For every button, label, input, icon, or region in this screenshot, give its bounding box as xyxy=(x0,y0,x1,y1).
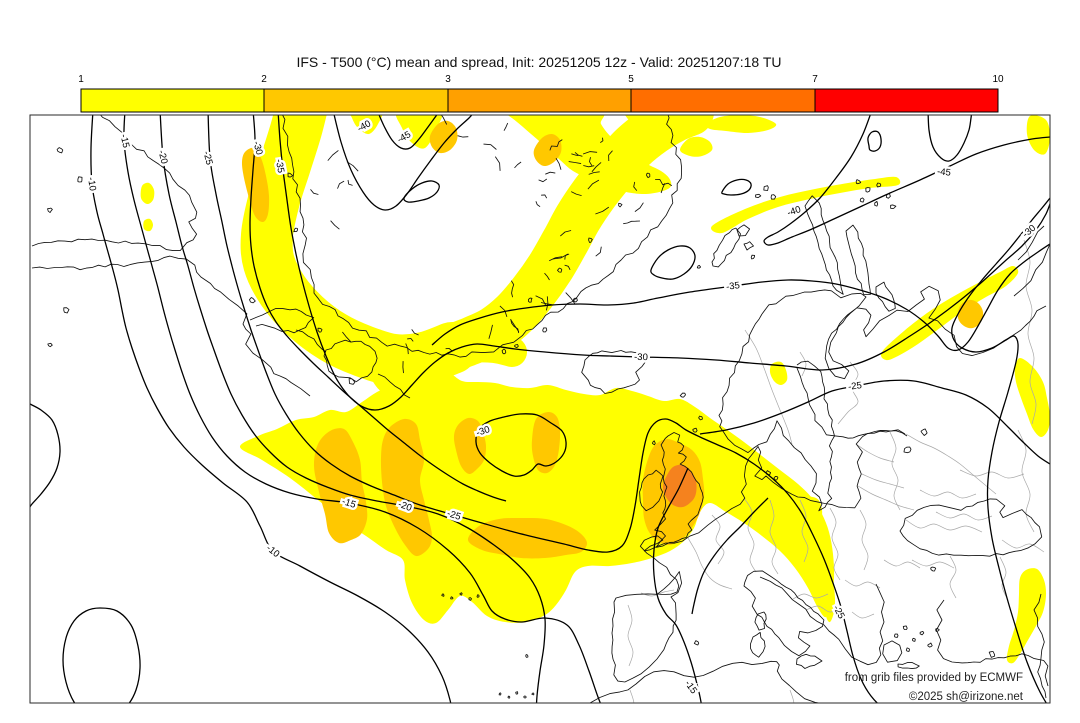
svg-text:1: 1 xyxy=(78,74,84,85)
svg-text:-25: -25 xyxy=(848,380,863,393)
svg-text:-25: -25 xyxy=(446,508,462,523)
svg-text:IFS - T500 (°C) mean and sprea: IFS - T500 (°C) mean and spread, Init: 2… xyxy=(296,54,781,70)
svg-text:-30: -30 xyxy=(634,352,648,363)
svg-text:-10: -10 xyxy=(85,177,98,192)
svg-text:©2025 sh@irizone.net: ©2025 sh@irizone.net xyxy=(909,691,1024,703)
svg-text:-35: -35 xyxy=(273,158,286,173)
svg-text:3: 3 xyxy=(445,74,451,85)
svg-text:-45: -45 xyxy=(937,166,952,178)
svg-text:-35: -35 xyxy=(726,280,741,293)
svg-text:2: 2 xyxy=(261,74,267,85)
svg-text:5: 5 xyxy=(628,74,634,85)
svg-text:7: 7 xyxy=(812,74,818,85)
svg-text:from grib files provided by EC: from grib files provided by ECMWF xyxy=(845,672,1023,684)
svg-text:10: 10 xyxy=(992,74,1004,85)
